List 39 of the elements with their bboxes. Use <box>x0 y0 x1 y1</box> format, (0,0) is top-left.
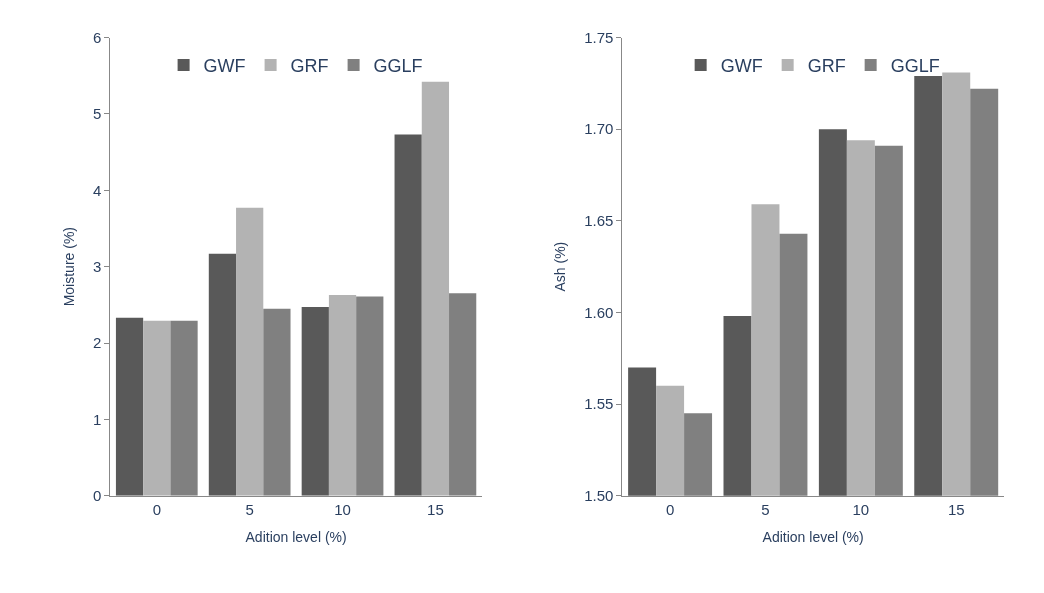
y-tick-label: 5 <box>93 105 102 123</box>
legend-label: GWF <box>203 55 246 76</box>
y-tick-label: 1.70 <box>584 120 614 138</box>
x-tick-label: 10 <box>852 500 870 518</box>
x-axis-title: Adition level (%) <box>245 529 347 546</box>
bar <box>394 134 422 496</box>
legend-label: GRF <box>807 55 846 76</box>
x-axis-title: Adition level (%) <box>762 529 864 546</box>
bar <box>301 307 329 496</box>
y-tick-label: 6 <box>93 28 102 46</box>
y-tick-label: 3 <box>93 257 102 275</box>
x-tick-label: 15 <box>427 500 444 518</box>
legend-label: GRF <box>290 55 329 76</box>
x-tick-label: 10 <box>334 500 351 518</box>
y-tick-label: 1.60 <box>584 303 614 321</box>
bar <box>208 253 237 496</box>
y-tick-label: 0 <box>93 486 102 504</box>
legend-label: GGLF <box>373 55 423 76</box>
bar <box>143 320 171 496</box>
y-axis-title: Ash (%) <box>551 241 568 292</box>
y-axis-title: Moisture (%) <box>60 226 77 307</box>
x-tick-label: 0 <box>665 500 675 518</box>
bar <box>421 81 450 496</box>
legend-label: GGLF <box>890 55 940 76</box>
y-tick-label: 1 <box>93 410 102 428</box>
x-tick-label: 5 <box>761 500 770 518</box>
x-tick-label: 0 <box>152 500 161 518</box>
y-tick-label: 2 <box>93 334 102 352</box>
y-tick-label: 1.55 <box>584 395 614 413</box>
y-tick-label: 1.75 <box>584 28 614 46</box>
y-tick-label: 1.65 <box>584 212 614 230</box>
x-tick-label: 15 <box>947 500 965 518</box>
y-tick-label: 4 <box>93 181 102 199</box>
bar <box>236 207 264 496</box>
x-tick-label: 5 <box>245 500 254 518</box>
legend-label: GWF <box>720 55 763 76</box>
y-tick-label: 1.50 <box>584 486 614 504</box>
bar <box>328 294 357 496</box>
bar <box>115 317 144 496</box>
